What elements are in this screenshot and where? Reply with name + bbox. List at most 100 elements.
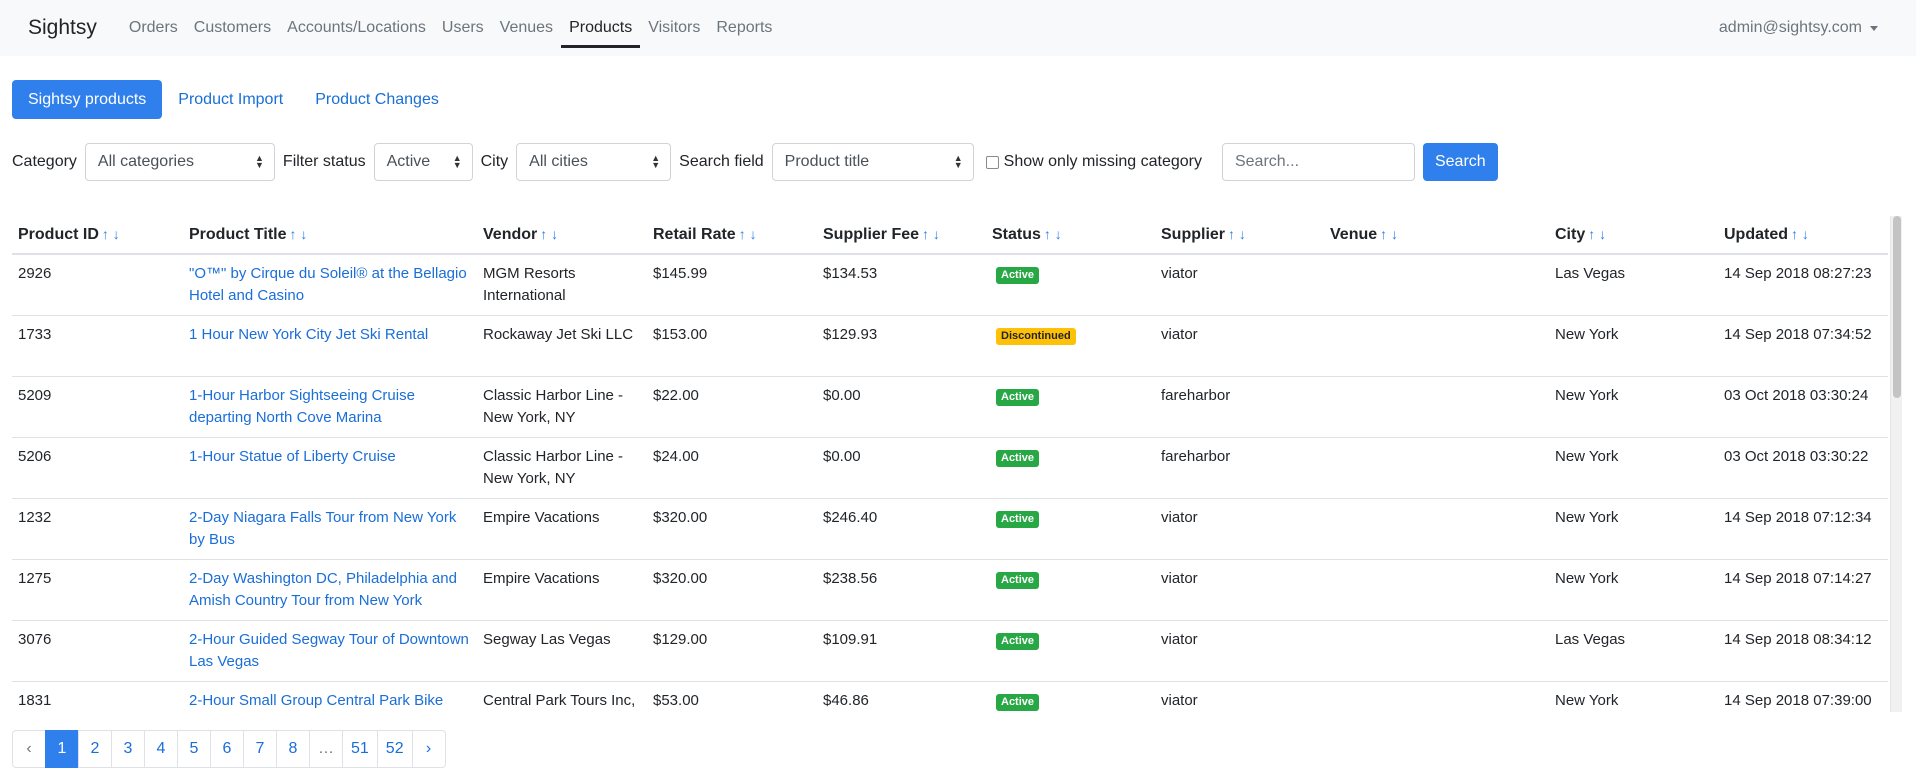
products-table: Product ID ↑ ↓ Product Title ↑ ↓ Vendor ↑ ↓… (12, 216, 1888, 712)
search-input[interactable]: Search... (1221, 143, 1415, 181)
table-cell: $145.99 (647, 254, 817, 316)
table-scrollbar[interactable] (1890, 216, 1902, 712)
caret-down-icon (1870, 25, 1878, 31)
product-title-link[interactable]: 2-Day Niagara Falls Tour from New York b… (189, 509, 457, 548)
sort-arrows-icon[interactable]: ↑ ↓ (922, 225, 940, 242)
cell-product-id: 5209 (18, 387, 52, 404)
nav-products[interactable]: Products (561, 0, 641, 56)
product-title-link[interactable]: 1 Hour New York City Jet Ski Rental (189, 326, 429, 343)
page-link[interactable]: 5 (177, 730, 211, 768)
product-title-link[interactable]: 1-Hour Statue of Liberty Cruise (189, 448, 396, 465)
cell-updated: 14 Sep 2018 07:34:52 (1724, 326, 1872, 343)
page-link[interactable]: 2 (78, 730, 112, 768)
sort-arrows-icon[interactable]: ↑ ↓ (1228, 225, 1246, 242)
cell-supplier-fee: $134.53 (823, 265, 878, 282)
sort-arrows-icon[interactable]: ↑ ↓ (289, 225, 308, 242)
tab-product-changes[interactable]: Product Changes (315, 90, 439, 108)
cell-updated: 14 Sep 2018 07:39:00 (1724, 692, 1872, 709)
col-header[interactable]: Supplier Fee ↑ ↓ (817, 216, 986, 255)
nav-users[interactable]: Users (441, 19, 484, 36)
cell-supplier-fee: $0.00 (823, 387, 861, 404)
nav-accounts-locations[interactable]: Accounts/Locations (287, 19, 426, 36)
nav-orders[interactable]: Orders (128, 19, 178, 36)
page-link[interactable]: 6 (210, 730, 244, 768)
missing-category-label: Show only missing category (1003, 153, 1202, 170)
city-select-value: All cities (529, 153, 588, 170)
nav-visitors[interactable]: Visitors (648, 19, 701, 36)
brand-logo[interactable]: Sightsy (28, 16, 97, 39)
table-cell: Discontinued (986, 315, 1155, 377)
scrollbar-thumb[interactable] (1893, 216, 1901, 398)
sort-arrows-icon[interactable]: ↑ ↓ (101, 225, 120, 242)
sort-arrows-icon[interactable]: ↑ ↓ (1043, 225, 1062, 242)
cell-vendor: Segway Las Vegas (483, 631, 611, 648)
products-table-container: Product ID ↑ ↓ Product Title ↑ ↓ Vendor ↑ ↓… (12, 216, 1888, 712)
col-header[interactable]: Supplier ↑ ↓ (1155, 216, 1324, 255)
sort-arrows-icon[interactable]: ↑ ↓ (738, 225, 757, 242)
cell-product-id: 1733 (18, 326, 52, 343)
col-header[interactable]: Product Title ↑ ↓ (183, 216, 477, 255)
tab-product-import[interactable]: Product Import (178, 90, 284, 108)
status-select[interactable]: Active ▲ ▼ (373, 143, 473, 181)
cell-product-id: 3076 (18, 631, 52, 648)
table-cell (1324, 559, 1549, 621)
cell-supplier: viator (1161, 326, 1198, 343)
col-header[interactable]: Vendor ↑ ↓ (477, 216, 647, 255)
table-cell: $320.00 (647, 559, 817, 621)
table-cell (1324, 315, 1549, 377)
product-title-link[interactable]: 1-Hour Harbor Sightseeing Cruise departi… (189, 387, 415, 426)
cell-retail-rate: $129.00 (653, 631, 708, 648)
table-cell (1324, 376, 1549, 438)
user-menu[interactable]: admin@sightsy.com (1719, 0, 1878, 56)
tab-sightsy-products[interactable]: Sightsy products (12, 80, 163, 119)
page-link[interactable]: 3 (111, 730, 145, 768)
status-select-value: Active (386, 153, 431, 170)
cell-supplier: viator (1161, 692, 1198, 709)
cell-updated: 14 Sep 2018 08:34:12 (1724, 631, 1872, 648)
col-header[interactable]: Status ↑ ↓ (986, 216, 1155, 255)
page-next[interactable]: › (411, 730, 446, 768)
col-header-label: Status (992, 225, 1041, 243)
page-prev[interactable]: ‹ (12, 730, 46, 768)
product-title-link[interactable]: "O™" by Cirque du Soleil® at the Bellagi… (189, 265, 467, 304)
category-select[interactable]: All categories ▲ ▼ (84, 143, 275, 181)
page-link[interactable]: 8 (276, 730, 310, 768)
sort-arrows-icon[interactable]: ↑ ↓ (1588, 225, 1607, 242)
missing-category-checkbox[interactable] (985, 155, 999, 169)
nav-reports[interactable]: Reports (716, 19, 773, 36)
table-cell: Empire Vacations (477, 498, 647, 560)
col-header[interactable]: Updated ↑ ↓ (1718, 216, 1888, 255)
product-title-link[interactable]: 2-Day Washington DC, Philadelphia and Am… (189, 570, 457, 609)
missing-category-toggle[interactable]: Show only missing category (985, 153, 1202, 171)
table-cell: Active (986, 437, 1155, 499)
page-link[interactable]: 7 (243, 730, 277, 768)
col-header[interactable]: City ↑ ↓ (1549, 216, 1718, 255)
cell-vendor: Classic Harbor Line - New York, NY (483, 387, 624, 426)
nav-customers[interactable]: Customers (193, 19, 272, 36)
page-link[interactable]: 1 (45, 730, 79, 768)
col-header-label: Supplier (1161, 225, 1226, 243)
sort-arrows-icon[interactable]: ↑ ↓ (1791, 225, 1809, 242)
sort-arrows-icon[interactable]: ↑ ↓ (540, 225, 559, 242)
sort-arrows-icon[interactable]: ↑ ↓ (1380, 225, 1399, 242)
table-cell: fareharbor (1155, 376, 1324, 438)
page-link[interactable]: 51 (342, 730, 378, 768)
product-title-link[interactable]: 2-Hour Small Group Central Park Bike Tou… (189, 692, 444, 709)
col-header[interactable]: Product ID ↑ ↓ (12, 216, 183, 255)
table-cell: 3076 (12, 620, 183, 682)
col-header-label: Updated (1724, 225, 1788, 243)
page-link[interactable]: 4 (144, 730, 178, 768)
page-link[interactable]: 52 (376, 730, 413, 768)
col-header[interactable]: Venue ↑ ↓ (1324, 216, 1549, 255)
city-select[interactable]: All cities ▲ ▼ (516, 143, 672, 181)
search-button[interactable]: Search (1422, 143, 1498, 181)
table-cell (1324, 620, 1549, 682)
col-header[interactable]: Retail Rate ↑ ↓ (647, 216, 817, 255)
cell-retail-rate: $153.00 (653, 326, 708, 343)
col-header-label: Vendor (483, 225, 538, 243)
table-cell: Las Vegas (1549, 620, 1718, 682)
search-field-select[interactable]: Product title ▲ ▼ (771, 143, 974, 181)
nav-venues[interactable]: Venues (499, 19, 554, 36)
product-title-link[interactable]: 2-Hour Guided Segway Tour of Downtown La… (189, 631, 469, 670)
cell-updated: 03 Oct 2018 03:30:24 (1724, 387, 1869, 404)
